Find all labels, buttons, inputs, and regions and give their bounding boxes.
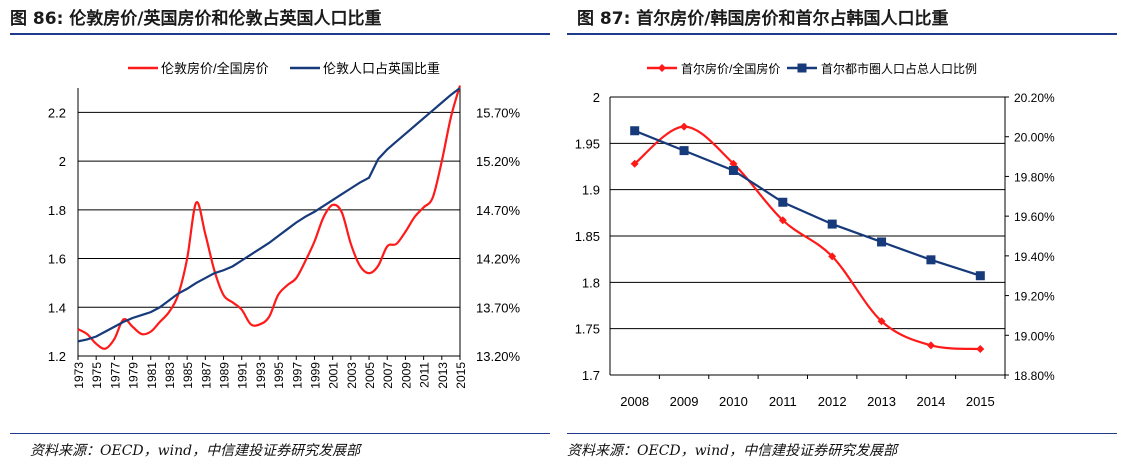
y-left-tick-label: 1.95 — [575, 136, 600, 151]
y-right-tick-label: 13.70% — [476, 300, 521, 315]
title-rule — [567, 33, 1117, 35]
x-tick-label: 1975 — [90, 362, 104, 389]
price-ratio-point — [828, 252, 837, 261]
x-tick-label: 2008 — [620, 394, 649, 409]
seoul-population-share-line — [634, 129, 981, 277]
x-tick-label: 2009 — [399, 362, 413, 389]
legend-marker — [797, 63, 807, 73]
figure-87-panel: 图 87: 首尔房价/韩国房价和首尔占韩国人口比重 1.7 1.75 1.8 1.85… — [567, 0, 1127, 464]
price-ratio-point — [926, 341, 935, 350]
x-tick-label: 1979 — [127, 362, 141, 389]
price-ratio-point — [680, 122, 689, 131]
x-tick-label: 1985 — [181, 362, 195, 389]
x-tick-label: 1989 — [218, 362, 232, 389]
x-tick-label: 2012 — [818, 394, 847, 409]
title-rule — [10, 33, 550, 35]
population-share-point — [778, 197, 788, 207]
seoul-chart: 1.7 1.75 1.8 1.85 1.9 1.95 2 18.80% 19.00% 19.20%… — [575, 61, 1055, 409]
y-left-tick-label: 1.75 — [575, 322, 600, 337]
y-right-tick-label: 19.60% — [1014, 210, 1055, 224]
y-left-tick-label: 1.7 — [582, 368, 600, 383]
x-tick-label: 2003 — [345, 362, 359, 389]
population-share-point — [827, 219, 837, 229]
figure-86-panel: 图 86: 伦敦房价/英国房价和伦敦占英国人口比重 1.2 1.4 1.6 1.8 2 2… — [0, 0, 560, 464]
x-tick-label: 1999 — [308, 362, 322, 389]
x-tick-label: 1997 — [290, 362, 304, 389]
y-right-tick-label: 19.00% — [1014, 329, 1055, 343]
y-right-tick-label: 19.40% — [1014, 250, 1055, 264]
x-tick-label: 1987 — [199, 362, 213, 389]
population-share-point — [679, 146, 689, 156]
x-tick-label: 2010 — [719, 394, 748, 409]
x-tick-label: 1991 — [236, 362, 250, 389]
y-left-tick-label: 2 — [59, 154, 66, 169]
y-left-tick-label: 2.2 — [48, 105, 66, 120]
x-tick-label: 1983 — [163, 362, 177, 389]
figure-87-source: 资料来源：OECD，wind，中信建投证券研究发展部 — [567, 443, 898, 459]
y-right-tick-label: 15.70% — [476, 105, 521, 120]
x-tick-label: 2015 — [454, 362, 468, 389]
x-tick-label: 2015 — [966, 394, 995, 409]
figure-86-source: 资料来源：OECD，wind，中信建投证券研究发展部 — [30, 443, 361, 459]
x-tick-label: 2011 — [418, 362, 432, 388]
x-tick-label: 2013 — [436, 362, 450, 389]
price-ratio-point — [729, 159, 738, 168]
y-right-tick-label: 20.00% — [1014, 131, 1055, 145]
y-right-tick-label: 18.80% — [1014, 369, 1055, 383]
figure-86-title: 图 86: 伦敦房价/英国房价和伦敦占英国人口比重 — [10, 9, 382, 29]
legend-label: 伦敦房价/全国房价 — [161, 61, 269, 76]
x-tick-label: 1977 — [108, 362, 122, 389]
y-left-tick-label: 2 — [593, 90, 600, 105]
x-tick-label: 2011 — [769, 394, 797, 409]
x-tick-label: 1995 — [272, 362, 286, 389]
population-share-point — [630, 126, 640, 136]
london-population-share-line — [77, 87, 461, 343]
population-share-point — [877, 237, 887, 247]
y-right-tick-label: 14.20% — [476, 252, 521, 267]
bottom-rule — [567, 433, 1117, 434]
price-ratio-point — [630, 159, 639, 168]
population-share-point — [975, 271, 985, 281]
x-tick-label: 2009 — [670, 394, 699, 409]
x-tick-label: 2001 — [327, 362, 341, 389]
legend-marker — [658, 64, 666, 72]
population-share-point — [728, 165, 738, 175]
x-tick-label: 2007 — [381, 362, 395, 389]
y-right-tick-label: 15.20% — [476, 154, 521, 169]
x-tick-label: 2005 — [363, 362, 377, 389]
legend-label: 伦敦人口占英国比重 — [323, 61, 440, 76]
y-left-tick-label: 1.8 — [582, 275, 600, 290]
x-tick-label: 1993 — [254, 362, 268, 389]
y-left-tick-label: 1.2 — [48, 349, 66, 364]
y-left-tick-label: 1.4 — [48, 300, 66, 315]
y-right-tick-label: 19.20% — [1014, 290, 1055, 304]
population-share-point — [926, 255, 936, 265]
london-price-ratio-line — [77, 85, 462, 350]
price-ratio-point — [976, 345, 985, 354]
price-ratio-point — [877, 317, 886, 326]
x-tick-label: 2013 — [867, 394, 896, 409]
y-right-tick-label: 19.80% — [1014, 170, 1055, 184]
seoul-price-ratio-line — [633, 125, 981, 351]
price-ratio-point — [778, 216, 787, 225]
y-left-tick-label: 1.8 — [48, 203, 66, 218]
x-tick-label: 2014 — [916, 394, 945, 409]
y-right-tick-label: 20.20% — [1014, 91, 1055, 105]
y-left-tick-label: 1.6 — [48, 252, 66, 267]
y-left-tick-label: 1.9 — [582, 183, 600, 198]
y-right-tick-label: 14.70% — [476, 203, 521, 218]
legend-label: 首尔都市圈人口占总人口比例 — [821, 61, 977, 76]
figure-87-title: 图 87: 首尔房价/韩国房价和首尔占韩国人口比重 — [577, 9, 949, 29]
y-right-tick-label: 13.20% — [476, 349, 521, 364]
london-chart: 1.2 1.4 1.6 1.8 2 2.2 13.20% 13.70% 14.20% 14.70%… — [48, 61, 521, 389]
x-tick-label: 1973 — [72, 362, 86, 389]
x-tick-label: 1981 — [145, 362, 159, 389]
legend-label: 首尔房价/全国房价 — [681, 61, 780, 76]
y-left-tick-label: 1.85 — [575, 229, 600, 244]
bottom-rule — [10, 433, 550, 434]
